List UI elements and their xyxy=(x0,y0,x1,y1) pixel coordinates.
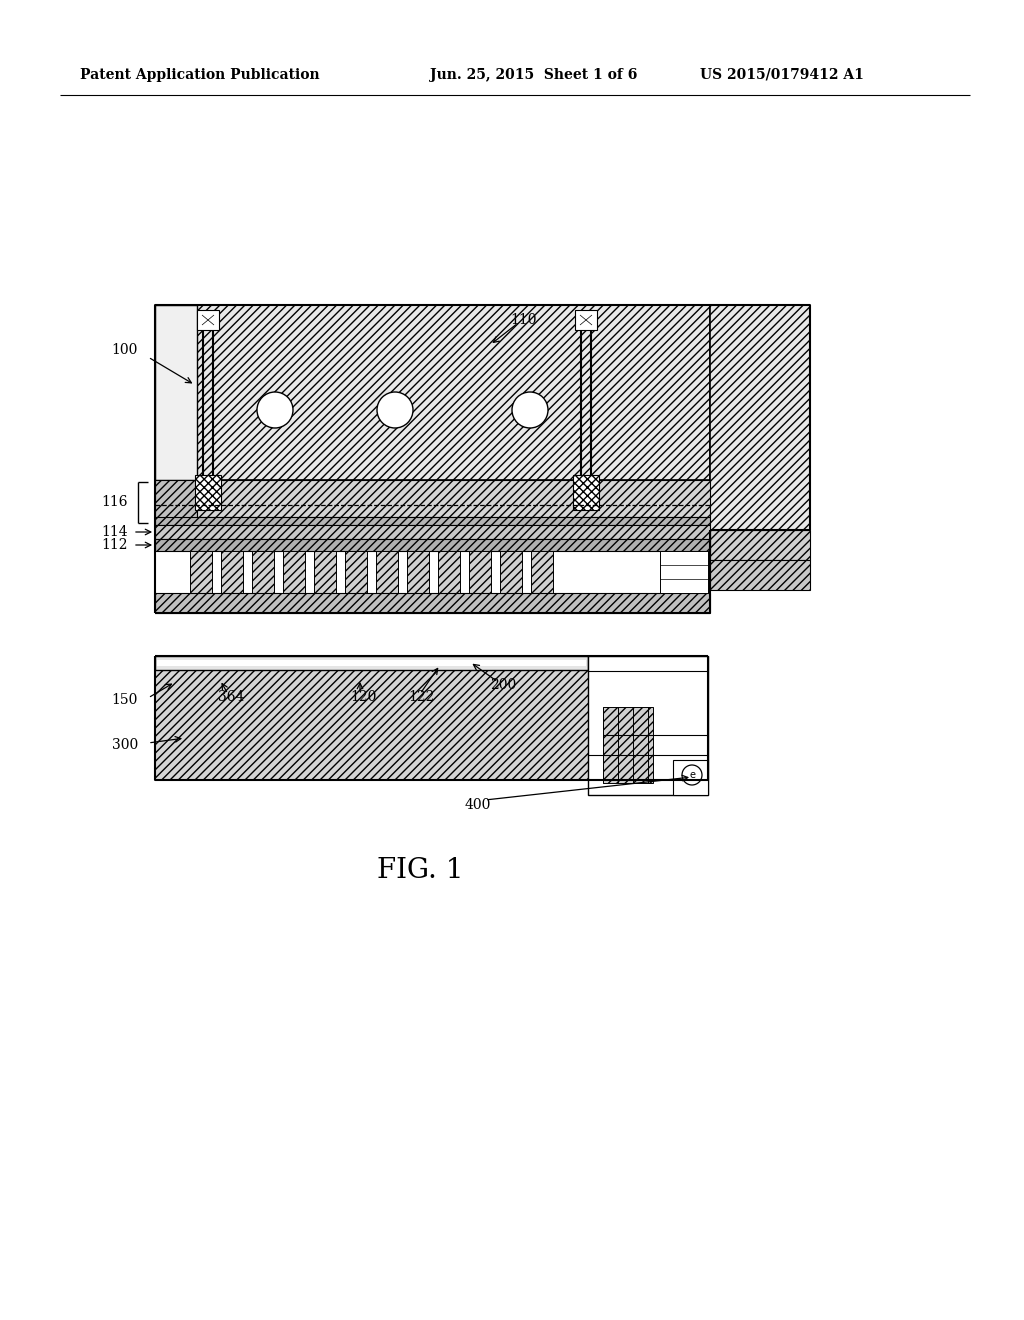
Text: 116: 116 xyxy=(101,495,128,510)
Bar xyxy=(673,760,708,795)
Bar xyxy=(155,517,710,525)
Bar xyxy=(252,550,274,593)
Bar xyxy=(197,310,219,330)
Bar xyxy=(155,305,197,480)
Bar xyxy=(155,480,197,525)
Bar xyxy=(195,475,221,510)
Bar xyxy=(710,560,810,590)
Text: 122: 122 xyxy=(408,690,434,704)
Bar xyxy=(469,550,490,593)
Bar xyxy=(197,480,710,517)
Bar xyxy=(155,539,710,550)
Text: Jun. 25, 2015  Sheet 1 of 6: Jun. 25, 2015 Sheet 1 of 6 xyxy=(430,69,637,82)
Text: 114: 114 xyxy=(101,525,128,539)
Bar xyxy=(573,475,599,510)
Bar xyxy=(345,550,367,593)
Bar xyxy=(155,671,618,780)
Circle shape xyxy=(257,392,293,428)
Text: 100: 100 xyxy=(112,343,138,356)
Bar xyxy=(155,525,710,539)
Bar xyxy=(710,305,810,531)
Text: 400: 400 xyxy=(465,799,492,812)
Circle shape xyxy=(377,392,413,428)
Bar xyxy=(710,531,810,560)
Bar xyxy=(283,550,305,593)
Bar xyxy=(155,305,710,480)
Bar xyxy=(603,706,653,783)
Text: FIG. 1: FIG. 1 xyxy=(377,857,463,883)
Text: 150: 150 xyxy=(112,693,138,708)
Bar xyxy=(588,656,708,795)
Text: 112: 112 xyxy=(101,539,128,552)
Bar xyxy=(531,550,553,593)
Text: 200: 200 xyxy=(490,678,516,692)
Bar xyxy=(221,550,243,593)
Bar xyxy=(500,550,522,593)
Bar xyxy=(660,550,708,593)
Text: US 2015/0179412 A1: US 2015/0179412 A1 xyxy=(700,69,864,82)
Circle shape xyxy=(512,392,548,428)
Bar xyxy=(438,550,460,593)
Bar xyxy=(190,550,212,593)
Bar xyxy=(155,593,710,612)
Bar xyxy=(376,550,398,593)
Bar xyxy=(157,660,586,667)
Text: 364: 364 xyxy=(218,690,245,704)
Bar xyxy=(155,656,588,671)
Text: Patent Application Publication: Patent Application Publication xyxy=(80,69,319,82)
Bar xyxy=(314,550,336,593)
Bar xyxy=(575,310,597,330)
Text: 110: 110 xyxy=(510,313,537,327)
Text: e: e xyxy=(689,770,695,780)
Text: 120: 120 xyxy=(350,690,377,704)
Bar xyxy=(407,550,429,593)
Text: 300: 300 xyxy=(112,738,138,752)
